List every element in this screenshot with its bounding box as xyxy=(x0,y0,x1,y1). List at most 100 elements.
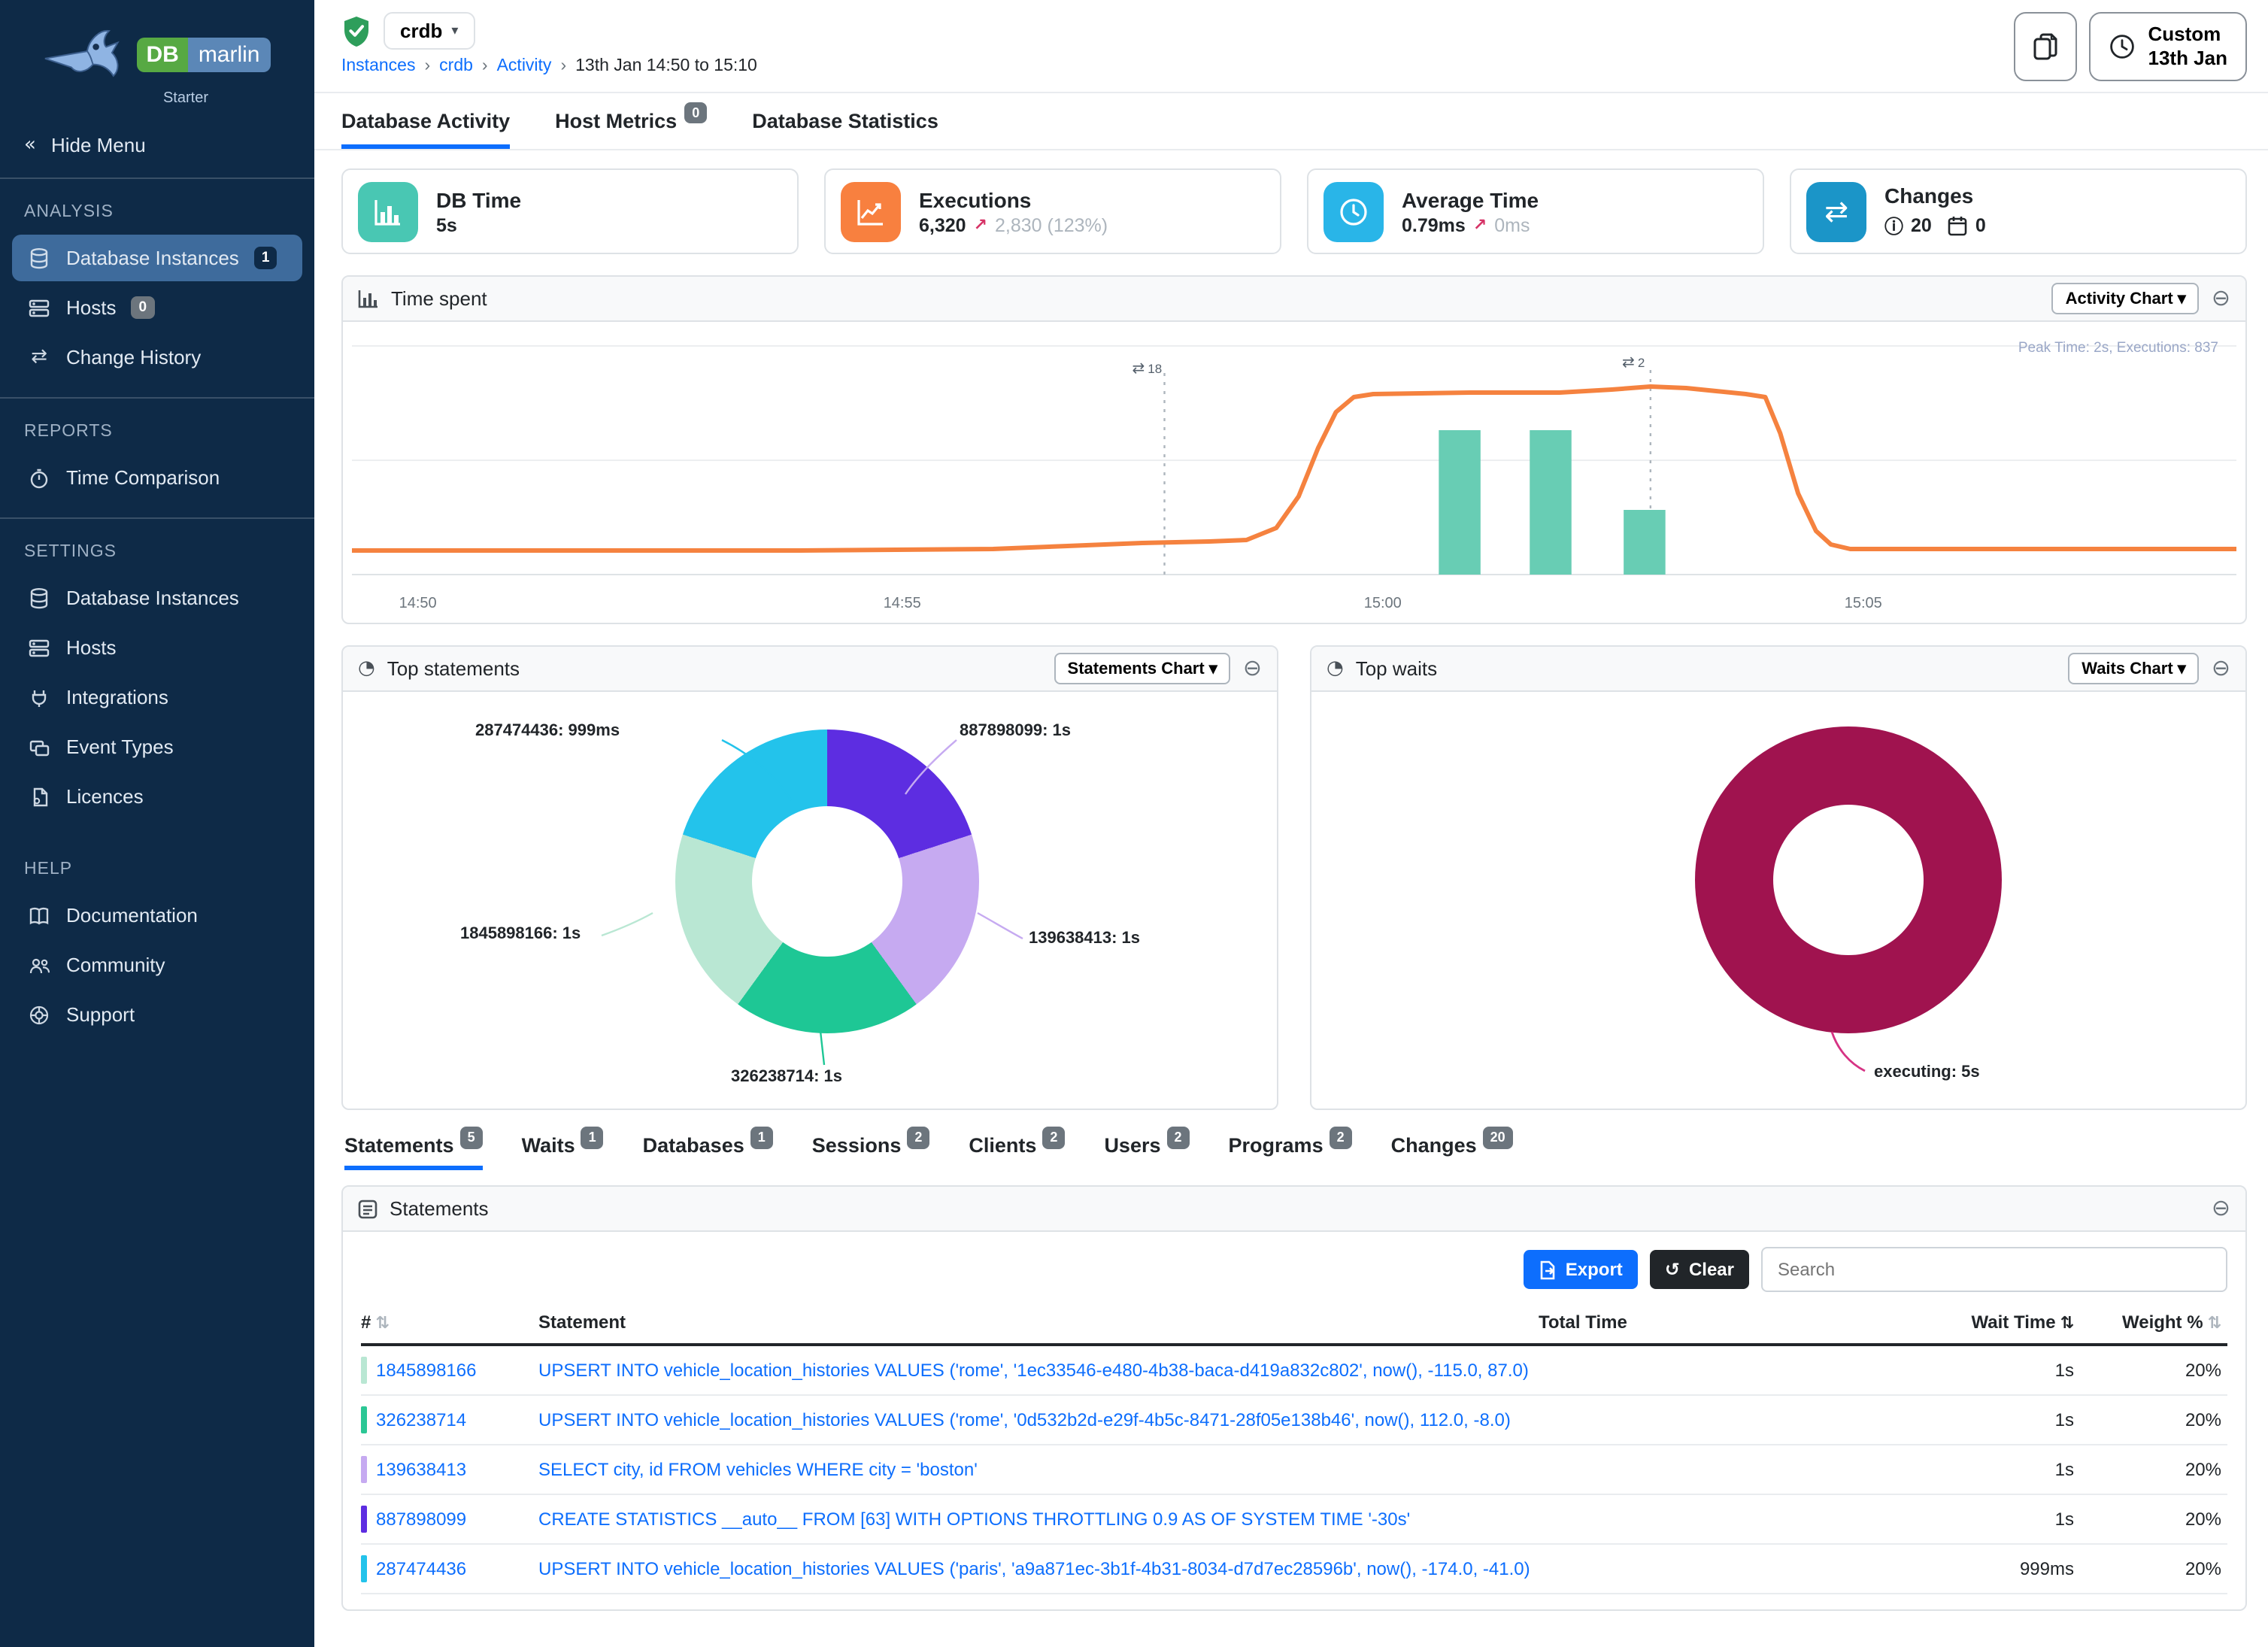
statement-id-link[interactable]: 326238714 xyxy=(376,1409,467,1430)
statements-chart-select[interactable]: Statements Chart ▾ xyxy=(1054,653,1231,684)
sidebar-item-community[interactable]: Community xyxy=(12,942,302,988)
tab-host-metrics[interactable]: Host Metrics 0 xyxy=(555,93,708,149)
waits-chart-select[interactable]: Waits Chart ▾ xyxy=(2068,653,2200,684)
tab-clients[interactable]: Clients 2 xyxy=(969,1127,1066,1170)
sidebar-item-change-history[interactable]: ⇄ Change History xyxy=(12,334,302,381)
tab-programs[interactable]: Programs 2 xyxy=(1229,1127,1352,1170)
breadcrumb-crdb[interactable]: crdb xyxy=(439,57,473,75)
statement-color-chip xyxy=(361,1406,367,1433)
x-tick: 15:00 xyxy=(1363,596,1402,612)
slice-label-287474436: 287474436: 999ms xyxy=(475,722,620,740)
main-tabbar: Database Activity Host Metrics 0 Databas… xyxy=(314,93,2268,150)
tab-sessions[interactable]: Sessions 2 xyxy=(812,1127,930,1170)
statement-link[interactable]: CREATE STATISTICS __auto__ FROM [63] WIT… xyxy=(538,1509,1411,1530)
statements-panel: Statements ⊖ Export ↺ Clear xyxy=(341,1185,2247,1611)
activity-chart-select[interactable]: Activity Chart ▾ xyxy=(2051,283,2200,314)
sidebar-item-settings-database-instances[interactable]: Database Instances xyxy=(12,575,302,621)
section-settings: SETTINGS xyxy=(24,543,117,561)
statement-id-link[interactable]: 1845898166 xyxy=(376,1360,477,1381)
statement-link[interactable]: UPSERT INTO vehicle_location_histories V… xyxy=(538,1558,1530,1579)
copy-link-button[interactable] xyxy=(2014,12,2078,81)
slice-label-326238714: 326238714: 1s xyxy=(731,1068,843,1086)
sidebar-item-hosts[interactable]: Hosts 0 xyxy=(12,284,302,331)
breadcrumb-activity[interactable]: Activity xyxy=(496,57,552,75)
marlin-fish-icon xyxy=(44,21,131,87)
statement-link[interactable]: UPSERT INTO vehicle_location_histories V… xyxy=(538,1409,1511,1430)
section-analysis: ANALYSIS xyxy=(24,203,114,221)
statement-color-chip xyxy=(361,1456,367,1483)
brand-marlin: marlin xyxy=(187,37,271,71)
community-icon xyxy=(27,954,51,975)
card-db-time: DB Time 5s xyxy=(341,168,799,254)
statement-color-chip xyxy=(361,1506,367,1533)
peak-note: Peak Time: 2s, Executions: 837 xyxy=(2018,340,2218,356)
card-title: Executions xyxy=(919,187,1032,211)
search-input[interactable] xyxy=(1761,1247,2227,1292)
sidebar-item-event-types[interactable]: Event Types xyxy=(12,723,302,770)
statement-link[interactable]: UPSERT INTO vehicle_location_histories V… xyxy=(538,1360,1529,1381)
tab-changes[interactable]: Changes 20 xyxy=(1391,1127,1513,1170)
tab-statements[interactable]: Statements 5 xyxy=(344,1127,483,1170)
sort-icon-active[interactable]: ⇅ xyxy=(2060,1313,2074,1333)
tab-waits[interactable]: Waits 1 xyxy=(522,1127,604,1170)
count-badge: 0 xyxy=(131,296,155,319)
delta-up-icon: ↗ xyxy=(1472,217,1487,235)
detail-tabbar: Statements 5 Waits 1 Databases 1 Sessions 2 … xyxy=(341,1127,2247,1170)
health-shield-icon xyxy=(341,14,371,47)
weight: 20% xyxy=(2185,1409,2221,1430)
tab-database-statistics[interactable]: Database Statistics xyxy=(752,109,938,132)
statement-id-link[interactable]: 139638413 xyxy=(376,1459,467,1480)
licence-icon xyxy=(27,786,51,807)
time-range-button[interactable]: Custom 13th Jan xyxy=(2089,12,2247,81)
export-icon xyxy=(1539,1260,1557,1279)
sidebar-item-database-instances[interactable]: Database Instances 1 xyxy=(12,235,302,281)
panel-title: Top statements xyxy=(387,657,520,680)
collapse-panel-icon[interactable]: ⊖ xyxy=(2211,654,2230,681)
slice-label-887898099: 887898099: 1s xyxy=(960,722,1072,740)
instance-selector[interactable]: crdb ▾ xyxy=(384,12,475,50)
breadcrumb: Instances › crdb › Activity › 13th Jan 1… xyxy=(341,57,757,75)
sort-icon[interactable]: ⇅ xyxy=(375,1313,390,1333)
sidebar-item-settings-hosts[interactable]: Hosts xyxy=(12,624,302,671)
sidebar: DB marlin Starter « Hide Menu ANALYSIS D… xyxy=(0,0,314,1647)
change-marker-1[interactable]: ⇄ 18 xyxy=(1132,361,1163,378)
sidebar-item-documentation[interactable]: Documentation xyxy=(12,892,302,939)
clock-icon xyxy=(2109,33,2136,60)
collapse-panel-icon[interactable]: ⊖ xyxy=(1242,654,1262,681)
export-button[interactable]: Export xyxy=(1523,1250,1638,1289)
statement-id-link[interactable]: 887898099 xyxy=(376,1509,467,1530)
sidebar-item-time-comparison[interactable]: Time Comparison xyxy=(12,454,302,501)
card-average-time: Average Time 0.79ms ↗ 0ms xyxy=(1307,168,1764,254)
breadcrumb-separator: › xyxy=(481,57,488,75)
divider xyxy=(0,397,314,399)
sidebar-item-licences[interactable]: Licences xyxy=(12,773,302,820)
collapse-panel-icon[interactable]: ⊖ xyxy=(2211,284,2230,311)
change-arrows-icon: ⇄ xyxy=(31,346,47,369)
divider xyxy=(0,177,314,179)
sidebar-item-support[interactable]: Support xyxy=(12,991,302,1038)
card-title: DB Time xyxy=(436,187,522,211)
time-spent-x-axis: 14:50 14:55 15:00 15:05 xyxy=(352,593,2236,620)
count-badge: 1 xyxy=(253,247,277,269)
panel-title: Top waits xyxy=(1355,657,1438,680)
sort-icon[interactable]: ⇅ xyxy=(2207,1313,2221,1333)
card-value: 5s xyxy=(436,214,457,235)
statement-id-link[interactable]: 287474436 xyxy=(376,1558,467,1579)
change-marker-2[interactable]: ⇄ 2 xyxy=(1622,355,1645,372)
wait-time: 1s xyxy=(2054,1360,2074,1381)
breadcrumb-instances[interactable]: Instances xyxy=(341,57,416,75)
tab-databases[interactable]: Databases 1 xyxy=(643,1127,773,1170)
card-delta: 0ms xyxy=(1494,214,1530,235)
tab-users[interactable]: Users 2 xyxy=(1104,1127,1190,1170)
x-tick: 14:50 xyxy=(399,596,437,612)
hide-menu-button[interactable]: « Hide Menu xyxy=(24,134,146,156)
tab-database-activity[interactable]: Database Activity xyxy=(341,93,511,149)
brand-tier: Starter xyxy=(162,90,208,107)
clear-button[interactable]: ↺ Clear xyxy=(1649,1250,1749,1289)
collapse-panel-icon[interactable]: ⊖ xyxy=(2211,1194,2230,1221)
copy-icon xyxy=(2033,32,2060,62)
sidebar-item-integrations[interactable]: Integrations xyxy=(12,674,302,720)
statement-link[interactable]: SELECT city, id FROM vehicles WHERE city… xyxy=(538,1459,978,1480)
wait-time: 1s xyxy=(2054,1459,2074,1480)
x-tick: 15:05 xyxy=(1844,596,1882,612)
